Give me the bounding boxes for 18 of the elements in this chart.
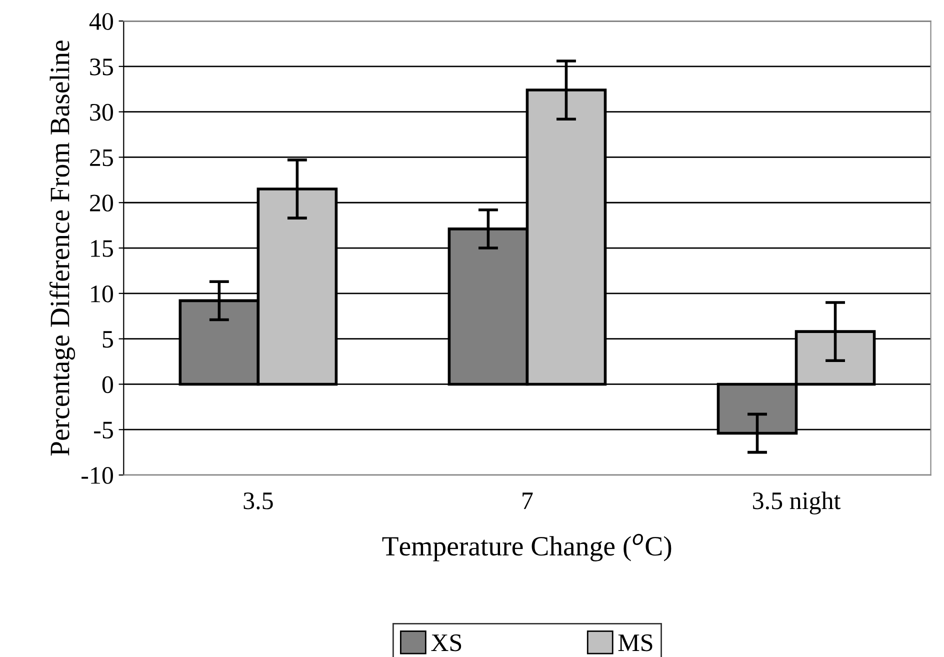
y-axis-title: Percentage Difference From Baseline xyxy=(50,40,76,456)
x-tick-label: 3.5 xyxy=(244,492,273,510)
y-tick-label: 35 xyxy=(90,58,113,76)
y-tick-label: 40 xyxy=(89,13,113,30)
y-tick-label: -10 xyxy=(82,467,113,484)
y-tick-label: 15 xyxy=(91,240,113,257)
y-tick-label: 25 xyxy=(90,149,113,166)
y-tick-label: 0 xyxy=(102,376,113,394)
legend-label: XS xyxy=(431,634,462,652)
x-tick-label: 3.5 night xyxy=(753,492,841,514)
y-tick-label: 5 xyxy=(102,331,113,348)
y-tick-label: -5 xyxy=(94,422,113,439)
legend-label: MS xyxy=(618,634,652,652)
x-axis-title: Temperature Change ($^{o}$C) xyxy=(382,534,672,562)
y-tick-label: 30 xyxy=(90,104,113,121)
y-tick-label: 20 xyxy=(90,194,113,212)
y-tick-label: 10 xyxy=(91,285,113,302)
x-tick-label: 7 xyxy=(522,492,533,510)
